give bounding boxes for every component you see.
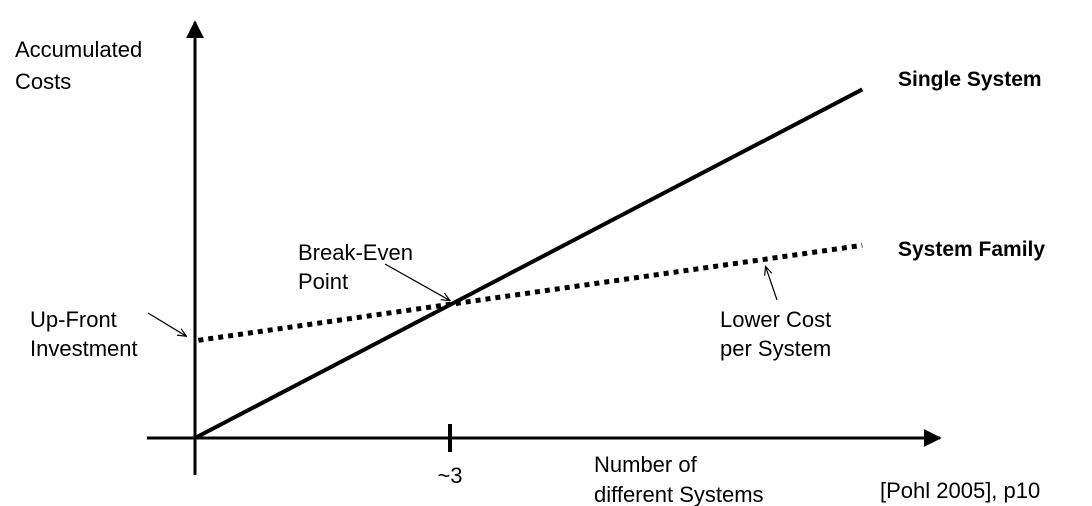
x-axis-label-line2: different Systems: [594, 482, 764, 506]
y-axis-label-line1: Accumulated: [15, 37, 142, 62]
breakeven-label-line2: Point: [298, 269, 348, 294]
series-line-system-family: [198, 242, 863, 343]
upfront-label-line1: Up-Front: [30, 307, 117, 332]
breakeven-label-line1: Break-Even: [298, 240, 413, 265]
source-citation: [Pohl 2005], p10: [880, 478, 1040, 503]
legend-system-family: System Family: [898, 238, 1045, 261]
lowercost-label-line2: per System: [720, 336, 831, 361]
annotation-arrow: [147, 312, 186, 336]
y-axis-label-line2: Costs: [15, 69, 71, 94]
series-line-single-system: [194, 87, 864, 440]
upfront-label-line2: Investment: [30, 336, 138, 361]
x-axis-label-line1: Number of: [594, 452, 698, 477]
annotation-arrow: [384, 263, 450, 301]
lowercost-label-line1: Lower Cost: [720, 307, 831, 332]
x-tick-label: ~3: [437, 463, 462, 488]
legend-single-system: Single System: [898, 68, 1042, 91]
annotation-arrow: [766, 266, 778, 301]
